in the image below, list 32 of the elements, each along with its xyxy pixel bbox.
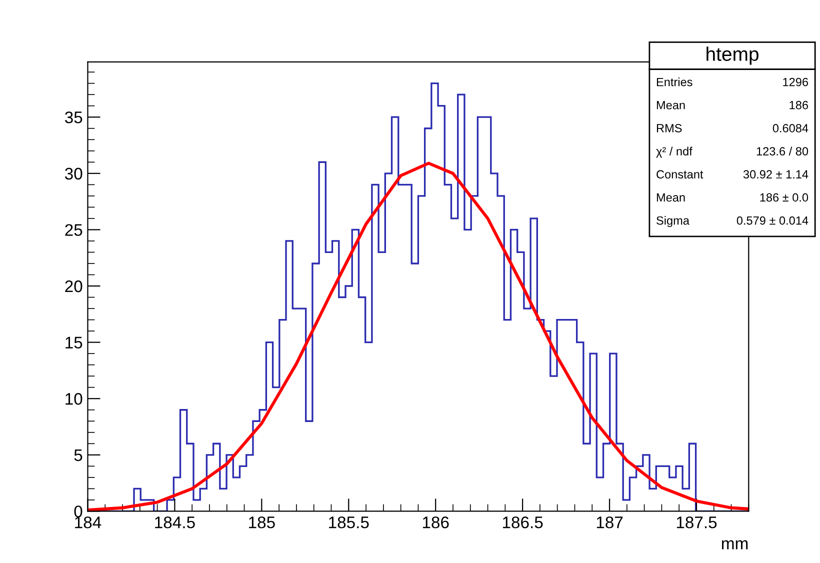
x-tick-label: 185.5	[329, 516, 369, 528]
x-tick-label: 185	[249, 516, 275, 528]
annotation: RMS	[656, 124, 682, 132]
x-tick-label: 187	[596, 516, 623, 528]
text: 186 ± 0.0	[760, 193, 808, 202]
x-axis-title: mm	[722, 540, 748, 550]
annotation: 30.92 ± 1.14	[743, 170, 808, 179]
y-tick-label: 35	[64, 112, 82, 124]
x-tick-label: 186.5	[502, 516, 543, 528]
y-tick-label: 20	[65, 280, 82, 292]
y-tick-label: 0	[74, 506, 82, 518]
text: 123.6 / 80	[756, 146, 808, 156]
y-tick-label: 15	[66, 336, 82, 349]
x-tick-label: 184.5	[155, 516, 195, 528]
annotation: htemp	[706, 46, 758, 65]
annotation: χ² / ndf	[656, 146, 692, 158]
annotation: Mean	[656, 101, 685, 110]
y-tick-label: 5	[74, 449, 82, 462]
annotation: 0.579 ± 0.014	[736, 216, 808, 225]
y-tick-label: 30	[64, 168, 82, 180]
text: 0.6084	[772, 124, 808, 132]
text: 1296	[783, 78, 808, 86]
annotation: Constant	[656, 170, 704, 179]
x-tick-label: 184	[75, 516, 102, 528]
annotation: Entries	[656, 78, 692, 86]
annotation: Sigma	[656, 216, 690, 228]
y-tick-label: 25	[65, 224, 82, 236]
annotation: Mean	[656, 193, 685, 202]
x-tick-label: 186	[422, 516, 449, 528]
x-tick-label: 187.5	[676, 516, 717, 528]
y-tick-label: 10	[66, 393, 82, 405]
text: 186	[790, 100, 808, 110]
